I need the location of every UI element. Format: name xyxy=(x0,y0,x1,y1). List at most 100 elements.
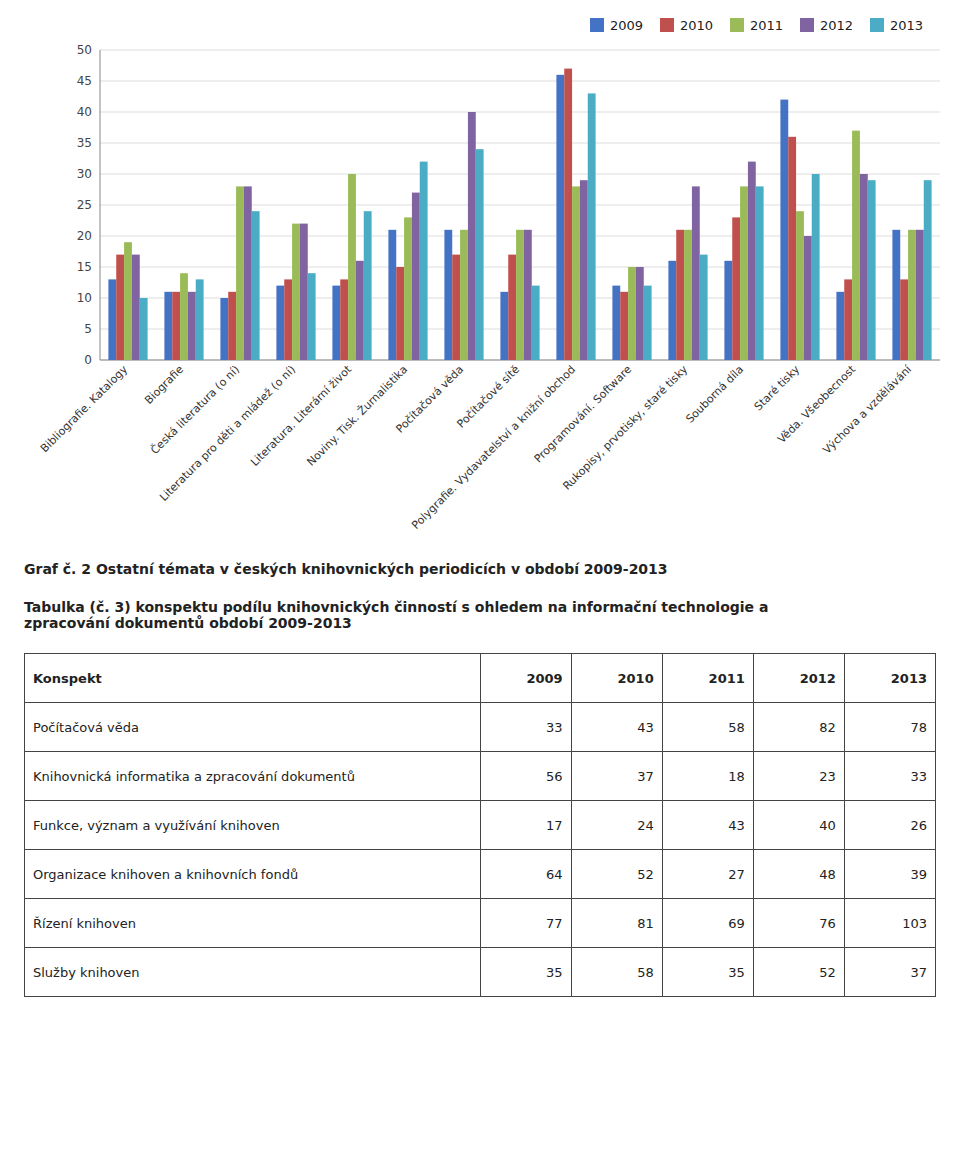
x-tick-label: Biografie xyxy=(142,363,186,407)
bar xyxy=(388,230,396,360)
bar xyxy=(404,217,412,360)
table-header-row: Konspekt20092010201120122013 xyxy=(25,654,936,703)
bar xyxy=(740,186,748,360)
table-cell: 26 xyxy=(844,801,935,850)
bar xyxy=(508,255,516,360)
legend-label: 2011 xyxy=(750,18,783,33)
bar xyxy=(444,230,452,360)
bar xyxy=(276,286,284,360)
bar xyxy=(924,180,932,360)
bar xyxy=(620,292,628,360)
bar xyxy=(396,267,404,360)
bar xyxy=(116,255,124,360)
bar xyxy=(796,211,804,360)
y-tick-label: 25 xyxy=(77,198,92,212)
bar xyxy=(580,180,588,360)
table-cell: 33 xyxy=(480,703,571,752)
bar xyxy=(860,174,868,360)
bar xyxy=(780,100,788,360)
bar xyxy=(756,186,764,360)
table-cell: 23 xyxy=(753,752,844,801)
table-cell: 103 xyxy=(844,899,935,948)
grid-line xyxy=(100,81,940,82)
chart: 05101520253035404550Bibliografie. Katalo… xyxy=(0,0,960,555)
table-row: Služby knihoven3558355237 xyxy=(25,948,936,997)
table-cell: Funkce, význam a využívání knihoven xyxy=(25,801,481,850)
bar xyxy=(332,286,340,360)
table-row: Funkce, význam a využívání knihoven17244… xyxy=(25,801,936,850)
x-tick-label: Bibliografie. Katalogy xyxy=(38,363,131,456)
table-cell: 52 xyxy=(753,948,844,997)
table-row: Organizace knihoven a knihovních fondů64… xyxy=(25,850,936,899)
bar xyxy=(908,230,916,360)
legend-swatch xyxy=(660,18,674,32)
bar xyxy=(668,261,676,360)
bar xyxy=(612,286,620,360)
spacer xyxy=(0,577,960,599)
table-cell: 78 xyxy=(844,703,935,752)
y-axis xyxy=(100,50,101,360)
table-cell: 17 xyxy=(480,801,571,850)
table-cell: 77 xyxy=(480,899,571,948)
bar xyxy=(844,279,852,360)
table-cell: Počítačová věda xyxy=(25,703,481,752)
grid xyxy=(100,50,940,360)
bar xyxy=(236,186,244,360)
table-cell: 69 xyxy=(662,899,753,948)
bar xyxy=(588,93,596,360)
bar xyxy=(300,224,308,360)
bar xyxy=(700,255,708,360)
bar xyxy=(556,75,564,360)
x-tick-label: Výchova a vzdělávání xyxy=(820,362,914,456)
bar xyxy=(476,149,484,360)
bar xyxy=(684,230,692,360)
bar xyxy=(292,224,300,360)
x-tick-label: Počítačová věda xyxy=(394,363,467,436)
bar xyxy=(692,186,700,360)
bar xyxy=(676,230,684,360)
bar xyxy=(244,186,252,360)
table-cell: 24 xyxy=(571,801,662,850)
bar xyxy=(572,186,580,360)
legend: 20092010201120122013 xyxy=(590,18,923,33)
bar xyxy=(188,292,196,360)
table-header: 2012 xyxy=(753,654,844,703)
bar xyxy=(420,162,428,360)
bar xyxy=(788,137,796,360)
legend-label: 2013 xyxy=(890,18,923,33)
bar xyxy=(916,230,924,360)
bar xyxy=(132,255,140,360)
table-cell: 43 xyxy=(571,703,662,752)
table-row: Knihovnická informatika a zpracování dok… xyxy=(25,752,936,801)
table-header: 2010 xyxy=(571,654,662,703)
table-cell: 37 xyxy=(844,948,935,997)
legend-label: 2012 xyxy=(820,18,853,33)
bar xyxy=(636,267,644,360)
bar xyxy=(812,174,820,360)
x-tick-label: Rukopisy, prvotisky, staré tisky xyxy=(560,363,690,493)
bar xyxy=(340,279,348,360)
grid-line xyxy=(100,143,940,144)
x-tick-label: Programování. Software xyxy=(532,363,635,466)
bar xyxy=(172,292,180,360)
y-tick-label: 45 xyxy=(77,74,92,88)
bar xyxy=(836,292,844,360)
bar xyxy=(852,131,860,360)
grid-line xyxy=(100,50,940,51)
y-tick-label: 5 xyxy=(84,322,92,336)
table-cell: 64 xyxy=(480,850,571,899)
bar xyxy=(364,211,372,360)
table-cell: Knihovnická informatika a zpracování dok… xyxy=(25,752,481,801)
table-cell: 48 xyxy=(753,850,844,899)
legend-swatch xyxy=(590,18,604,32)
table-header: 2011 xyxy=(662,654,753,703)
x-tick-label: Noviny. Tisk. Žurnalistika xyxy=(304,363,410,469)
y-tick-label: 10 xyxy=(77,291,92,305)
bar xyxy=(412,193,420,360)
text-area: Graf č. 2 Ostatní témata v českých kniho… xyxy=(0,561,960,997)
table-wrap: Konspekt20092010201120122013Počítačová v… xyxy=(24,653,936,997)
bar xyxy=(804,236,812,360)
table-header: 2009 xyxy=(480,654,571,703)
bar xyxy=(900,279,908,360)
bar xyxy=(532,286,540,360)
